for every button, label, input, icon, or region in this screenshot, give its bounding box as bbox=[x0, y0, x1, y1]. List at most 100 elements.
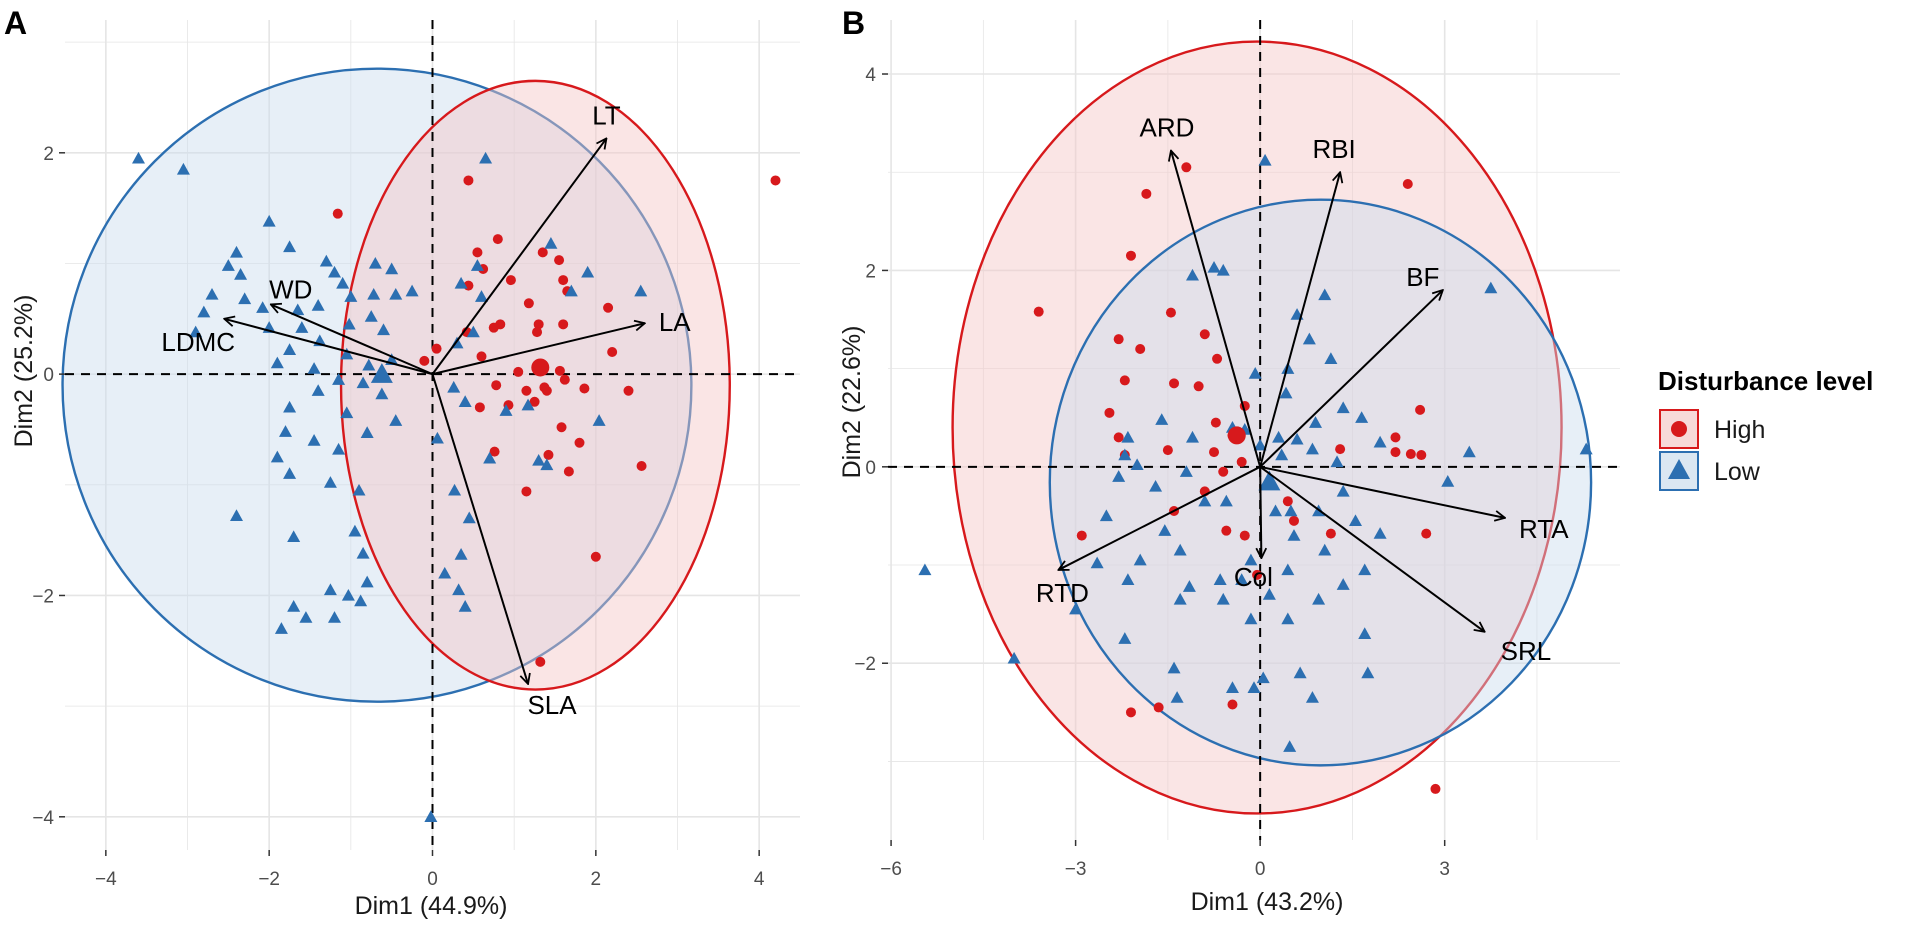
panel-a-point-low bbox=[447, 380, 461, 393]
panel-a-point-low bbox=[328, 611, 341, 623]
panel-a-point-high bbox=[505, 275, 516, 286]
panel-a-point-high bbox=[558, 275, 569, 286]
panel-a-point-high bbox=[556, 422, 567, 433]
panel-b-point-low bbox=[1225, 681, 1239, 693]
panel-b-point-low bbox=[1336, 401, 1350, 414]
legend: Disturbance level High Low bbox=[1658, 366, 1873, 491]
panel-a-point-low bbox=[389, 287, 403, 300]
panel-a-point-low bbox=[462, 511, 476, 524]
panel-b-point-low bbox=[1312, 592, 1326, 605]
panel-a-point-high bbox=[332, 208, 343, 219]
panel-b-point-high bbox=[1239, 530, 1250, 541]
panel-a-point-high bbox=[532, 327, 543, 338]
panel-a-point-low bbox=[564, 284, 578, 297]
panel-b-point-low bbox=[1099, 509, 1113, 522]
panel-b-point-high bbox=[1113, 432, 1124, 443]
panel-b-vectors: ARD RBI BF RTA SRL RTD Col bbox=[1036, 113, 1569, 666]
panel-b-point-high bbox=[1165, 307, 1176, 318]
panel-a-x-axis-title: Dim1 (44.9%) bbox=[355, 892, 508, 920]
panel-a-point-high bbox=[554, 365, 565, 376]
panel-a-point-low bbox=[362, 358, 376, 371]
panel-b-point-low bbox=[1441, 475, 1455, 487]
panel-b-vector-label-bf: BF bbox=[1406, 262, 1439, 292]
panel-a-point-low bbox=[332, 442, 346, 455]
panel-a-point-low bbox=[176, 162, 190, 175]
panel-a-point-low bbox=[291, 303, 305, 316]
panel-a-point-high bbox=[529, 396, 540, 407]
panel-a-point-low bbox=[483, 451, 497, 464]
panel-a-point-low bbox=[634, 284, 648, 297]
panel-a-vector-label-la: LA bbox=[659, 307, 691, 337]
panel-b-x-axis-title: Dim1 (43.2%) bbox=[1191, 888, 1344, 916]
panel-a-vector-label-lt: LT bbox=[592, 100, 621, 130]
legend-label-low: Low bbox=[1714, 458, 1761, 486]
panel-a-vector-lt bbox=[431, 138, 607, 375]
panel-b-point-high bbox=[1421, 528, 1432, 539]
panel-a-point-low bbox=[424, 810, 438, 822]
panel-a-point-high bbox=[535, 656, 546, 667]
panel-a-point-high bbox=[476, 351, 487, 362]
panel-a-point-high bbox=[554, 255, 565, 266]
panel-b-y-axis-title: Dim2 (22.6%) bbox=[838, 326, 866, 479]
panel-a-point-low bbox=[311, 384, 325, 396]
panel-a-point-low bbox=[470, 259, 484, 271]
panel-b-point-low bbox=[1182, 580, 1196, 592]
panel-b-vector-label-rtd: RTD bbox=[1036, 578, 1089, 608]
panel-b-y-tick-label: 4 bbox=[865, 65, 876, 86]
panel-a-point-low bbox=[368, 256, 382, 269]
panel-b-point-low bbox=[1256, 671, 1270, 684]
panel-b-point-low bbox=[1216, 263, 1230, 276]
panel-a-point-low bbox=[256, 301, 270, 313]
panel-a-point-high bbox=[523, 298, 534, 309]
panel-a-point-high bbox=[559, 374, 570, 385]
panel-a-point-high bbox=[489, 446, 500, 457]
panel-a-point-low bbox=[279, 425, 292, 437]
panel-b-confidence-ellipse-high bbox=[951, 40, 1563, 815]
panel-b-point-high bbox=[1113, 334, 1124, 345]
panel-b-point-high bbox=[1227, 699, 1238, 710]
panel-a-point-high bbox=[607, 347, 618, 357]
panel-a-ellipses bbox=[61, 67, 731, 703]
panel-b-y-tick-label: 2 bbox=[865, 261, 876, 282]
panel-b-vector-label-ard: ARD bbox=[1140, 113, 1195, 143]
panel-a-point-low bbox=[438, 566, 452, 579]
panel-a-point-high bbox=[472, 247, 483, 258]
panel-b-point-low bbox=[1373, 527, 1387, 539]
panel-a-point-low bbox=[454, 276, 468, 289]
panel-a-point-high bbox=[521, 486, 532, 497]
panel-b-x-tick-label: −6 bbox=[880, 859, 902, 880]
panel-a-point-low bbox=[311, 299, 325, 311]
panel-b-point-low bbox=[1318, 543, 1332, 556]
panel-b-point-high bbox=[1199, 329, 1210, 340]
panel-a-point-low bbox=[341, 588, 355, 601]
panel-b-point-low bbox=[1219, 494, 1233, 507]
panel-a-vector-wd bbox=[271, 304, 433, 376]
panel-b-point-high bbox=[1125, 707, 1136, 718]
panel-b-reference-lines bbox=[888, 20, 1620, 840]
panel-a-point-low bbox=[299, 611, 313, 623]
panel-a-point-low bbox=[307, 362, 321, 374]
panel-b-point-high bbox=[1252, 569, 1263, 580]
panel-b-point-low bbox=[1118, 448, 1132, 461]
panel-a-point-high bbox=[491, 380, 502, 391]
panel-b-point-low bbox=[1361, 666, 1375, 679]
panel-b-point-low bbox=[1118, 632, 1132, 644]
panel-b-point-low bbox=[1244, 612, 1258, 625]
panel-a-confidence-ellipse-high bbox=[339, 79, 731, 691]
panel-b-y-tick-label: 0 bbox=[865, 458, 876, 479]
legend-label-high: High bbox=[1714, 416, 1765, 444]
panel-a-y-tick-label: −4 bbox=[32, 808, 54, 829]
panel-a-point-low bbox=[189, 325, 203, 338]
panel-b-centroids bbox=[1227, 426, 1281, 491]
panel-a-point-low bbox=[234, 268, 248, 280]
panel-a-point-low bbox=[319, 254, 333, 267]
panel-a-point-low bbox=[479, 151, 493, 164]
panel-b-point-low bbox=[1330, 455, 1344, 468]
panel-b-point-low bbox=[1373, 435, 1387, 448]
panel-b-vector-label-col: Col bbox=[1234, 562, 1273, 592]
panel-b-point-high bbox=[1135, 343, 1146, 354]
panel-b-point-low bbox=[1355, 411, 1369, 423]
panel-b-x-tick-label: 0 bbox=[1255, 859, 1266, 880]
panel-b-point-high bbox=[1210, 417, 1221, 428]
panel-b-point-low bbox=[1216, 592, 1230, 605]
